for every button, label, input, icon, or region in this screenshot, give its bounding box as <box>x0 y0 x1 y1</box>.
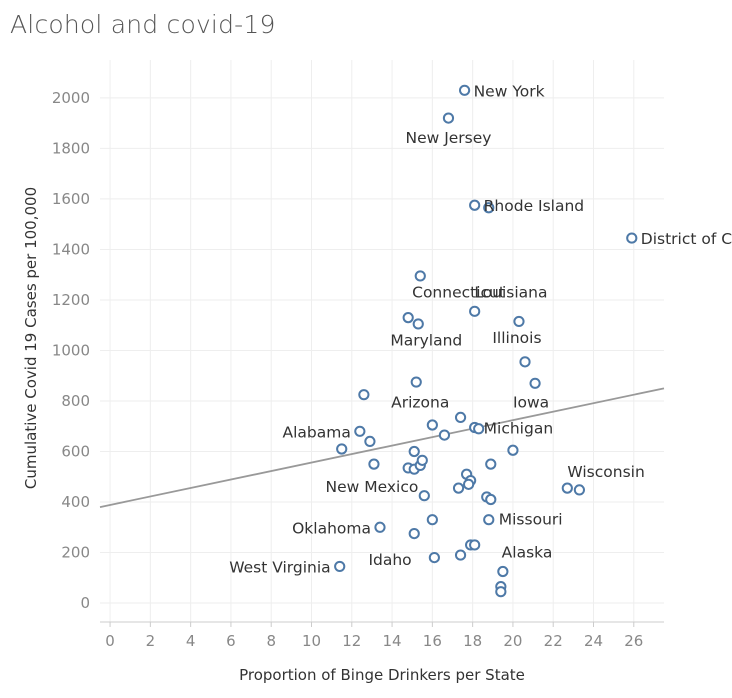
point-label: Iowa <box>513 393 549 411</box>
data-point[interactable] <box>402 312 414 324</box>
x-tick-label: 24 <box>584 632 603 650</box>
y-tick-label: 0 <box>80 594 90 612</box>
data-point[interactable] <box>626 232 638 244</box>
x-tick-label: 2 <box>146 632 156 650</box>
y-tick-label: 1400 <box>52 240 90 258</box>
x-tick-label: 22 <box>544 632 563 650</box>
data-point[interactable] <box>529 377 541 389</box>
data-points <box>334 84 638 598</box>
data-point[interactable] <box>485 458 497 470</box>
chart-title: Alcohol and covid-19 <box>10 10 276 39</box>
data-point[interactable] <box>458 84 471 96</box>
x-axis-label: Proportion of Binge Drinkers per State <box>239 666 525 684</box>
data-point[interactable] <box>483 514 495 526</box>
x-axis-ticks: 0 2 4 6 8 10 12 14 16 18 20 22 24 26 <box>105 622 643 650</box>
x-tick-label: 6 <box>226 632 236 650</box>
point-label: Michigan <box>484 420 553 438</box>
x-tick-label: 0 <box>105 632 115 650</box>
x-tick-label: 18 <box>463 632 482 650</box>
data-point[interactable] <box>442 112 455 124</box>
point-label: Arizona <box>391 393 449 411</box>
data-point[interactable] <box>426 514 438 526</box>
y-tick-label: 1800 <box>52 139 90 157</box>
data-point[interactable] <box>336 443 348 455</box>
y-tick-label: 2000 <box>52 89 90 107</box>
point-label: Maryland <box>390 331 462 349</box>
trend-line <box>99 387 665 508</box>
data-point[interactable] <box>495 586 507 598</box>
point-label: Missouri <box>499 511 563 529</box>
data-point[interactable] <box>334 560 346 573</box>
data-point[interactable] <box>469 305 481 317</box>
data-point[interactable] <box>454 549 467 561</box>
data-point[interactable] <box>412 318 424 330</box>
grid <box>100 60 664 622</box>
data-point[interactable] <box>418 490 430 502</box>
point-label: Connecticut <box>412 283 505 301</box>
data-point[interactable] <box>426 419 438 431</box>
data-point[interactable] <box>469 539 481 551</box>
data-point[interactable] <box>573 484 586 496</box>
y-tick-label: 400 <box>61 493 90 511</box>
data-point[interactable] <box>497 565 509 578</box>
data-point[interactable] <box>513 315 525 328</box>
y-tick-label: 1000 <box>52 341 90 359</box>
y-tick-label: 1600 <box>52 190 90 208</box>
data-point[interactable] <box>485 493 497 506</box>
x-tick-label: 8 <box>266 632 276 650</box>
data-point[interactable] <box>354 425 366 437</box>
x-tick-label: 16 <box>423 632 442 650</box>
x-tick-label: 14 <box>383 632 402 650</box>
y-tick-label: 200 <box>61 544 90 562</box>
y-tick-label: 800 <box>61 392 90 410</box>
point-label: Illinois <box>492 329 541 347</box>
point-labels: New York New Jersey Rhode Island District o… <box>229 82 732 576</box>
data-point[interactable] <box>452 482 465 494</box>
point-label: Idaho <box>368 551 411 569</box>
point-label: Alaska <box>502 544 553 562</box>
data-point[interactable] <box>408 445 420 458</box>
point-label: New Jersey <box>405 129 491 147</box>
data-point[interactable] <box>368 458 380 470</box>
point-label: Alabama <box>282 423 350 441</box>
point-label: District of Columbia <box>641 230 732 248</box>
data-point[interactable] <box>428 551 440 564</box>
y-axis-ticks: 0 200 400 600 800 1000 1200 1400 1600 1800 2000 <box>52 89 90 612</box>
data-point[interactable] <box>358 389 370 401</box>
point-label: Rhode Island <box>484 197 584 215</box>
data-point[interactable] <box>519 356 531 368</box>
point-label: Wisconsin <box>567 463 644 481</box>
data-point[interactable] <box>416 454 428 466</box>
x-tick-label: 10 <box>302 632 321 650</box>
x-tick-label: 26 <box>624 632 643 650</box>
point-label: Oklahoma <box>292 519 371 537</box>
point-label: New York <box>474 82 545 100</box>
x-tick-label: 12 <box>342 632 361 650</box>
data-point[interactable] <box>483 202 495 214</box>
y-tick-label: 600 <box>61 443 90 461</box>
data-point[interactable] <box>410 376 422 388</box>
data-point[interactable] <box>463 478 475 490</box>
data-point[interactable] <box>408 527 420 540</box>
data-point[interactable] <box>364 435 376 448</box>
data-point[interactable] <box>561 482 573 494</box>
y-axis-label: Cumulative Covid 19 Cases per 100,000 <box>22 187 40 489</box>
x-tick-label: 20 <box>503 632 522 650</box>
data-point[interactable] <box>507 444 519 456</box>
data-point[interactable] <box>454 411 467 424</box>
point-label: Louisiana <box>474 283 547 301</box>
data-point[interactable] <box>469 199 481 211</box>
point-label: New Mexico <box>325 478 418 496</box>
data-point[interactable] <box>374 521 386 533</box>
point-label: West Virginia <box>229 558 330 576</box>
data-point[interactable] <box>473 423 485 435</box>
data-point[interactable] <box>438 429 451 441</box>
x-tick-label: 4 <box>186 632 196 650</box>
data-point[interactable] <box>414 270 426 282</box>
y-tick-label: 1200 <box>52 291 90 309</box>
